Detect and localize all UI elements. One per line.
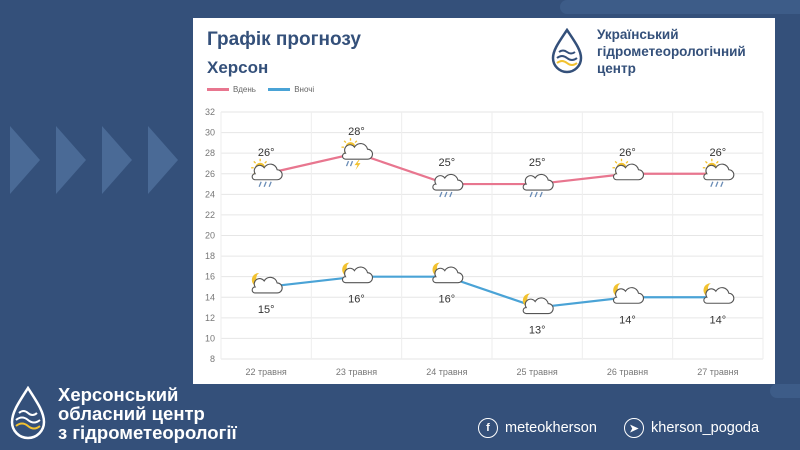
legend-swatch-day — [207, 88, 229, 91]
moon-cloud-icon — [703, 283, 735, 304]
legend-label-night: Вночі — [294, 85, 315, 94]
moon-cloud-icon — [342, 262, 373, 284]
moon-cloud-icon — [251, 272, 283, 294]
x-tick-label: 24 травня — [426, 367, 467, 377]
moon-cloud-icon — [522, 293, 554, 315]
data-label-day: 26° — [619, 147, 636, 159]
ugmc-name-line: Український — [597, 27, 679, 42]
y-tick-label: 14 — [205, 292, 215, 302]
moon-cloud-icon — [613, 283, 644, 304]
y-tick-label: 12 — [205, 313, 215, 323]
data-label-day: 25° — [529, 157, 546, 169]
sun-cloud-rain-icon — [702, 158, 735, 187]
forecast-chart: 8 10 12 14 16 18 20 22 24 26 28 30 32 22 травня 23 тра… — [205, 107, 764, 377]
data-label-day: 26° — [258, 147, 275, 159]
kherson-center-name: Херсонський обласний центр з гідрометеор… — [58, 385, 237, 442]
cloud-rain-icon — [432, 173, 464, 198]
y-tick-label: 26 — [205, 169, 215, 179]
x-tick-label: 25 травня — [517, 367, 558, 377]
data-label-night: 15° — [258, 304, 275, 316]
chevron-decor — [56, 126, 86, 194]
y-tick-label: 16 — [205, 272, 215, 282]
y-tick-label: 10 — [205, 333, 215, 343]
data-label-night: 13° — [529, 325, 546, 337]
cloud-rain-icon — [522, 173, 554, 198]
chevron-decor — [10, 126, 40, 194]
chevron-decor — [102, 126, 132, 194]
y-tick-label: 24 — [205, 189, 215, 199]
chevron-decor — [148, 126, 178, 194]
y-tick-label: 30 — [205, 128, 215, 138]
y-tick-label: 22 — [205, 210, 215, 220]
ugmc-name-line: центр — [597, 61, 636, 76]
x-tick-label: 27 травня — [697, 367, 738, 377]
sun-cloud-rain-icon — [251, 158, 283, 187]
y-tick-label: 18 — [205, 251, 215, 261]
sun-cloud-icon — [612, 158, 644, 181]
data-label-night: 16° — [348, 294, 365, 306]
y-tick-label: 28 — [205, 148, 215, 158]
legend-swatch-night — [268, 88, 291, 91]
kherson-center-logo-icon — [10, 386, 46, 440]
sun-cloud-thunder-icon — [341, 138, 373, 171]
data-label-night: 16° — [439, 294, 456, 306]
x-tick-label: 23 травня — [336, 367, 377, 377]
facebook-handle: meteokherson — [505, 420, 597, 436]
x-tick-label: 26 травня — [607, 367, 648, 377]
x-tick-label: 22 травня — [246, 367, 287, 377]
facebook-link[interactable]: f meteokherson — [478, 418, 597, 438]
forecast-card: Графік прогнозу Херсон Український гідро… — [193, 18, 775, 384]
kherson-center-name-line: обласний центр — [58, 403, 205, 424]
data-label-night: 14° — [619, 314, 636, 326]
telegram-icon: ➤ — [624, 418, 644, 438]
chart-title: Графік прогнозу — [207, 29, 361, 50]
y-tick-label: 8 — [210, 354, 215, 364]
kherson-center-name-line: з гідрометеорології — [58, 422, 237, 443]
data-label-day: 25° — [439, 157, 456, 169]
moon-cloud-icon — [432, 262, 464, 284]
data-label-night: 14° — [710, 314, 727, 326]
legend-label-day: Вдень — [233, 85, 256, 94]
y-tick-label: 20 — [205, 231, 215, 241]
ugmc-logo-icon — [551, 28, 583, 74]
legend-item-night: Вночі — [268, 85, 314, 94]
data-label-day: 26° — [710, 147, 727, 159]
kherson-center-name-line: Херсонський — [58, 384, 179, 405]
y-tick-label: 32 — [205, 107, 215, 117]
chart-legend: Вдень Вночі — [207, 84, 324, 94]
telegram-handle: kherson_pogoda — [651, 420, 760, 436]
city-name: Херсон — [207, 58, 269, 77]
decor-stripe — [560, 0, 800, 14]
legend-item-day: Вдень — [207, 85, 256, 94]
decor-stripe — [770, 384, 800, 398]
facebook-icon: f — [478, 418, 498, 438]
ugmc-name-line: гідрометеорологічний — [597, 44, 746, 59]
ugmc-name: Український гідрометеорологічний центр — [597, 26, 772, 77]
data-label-day: 28° — [348, 126, 365, 138]
telegram-link[interactable]: ➤ kherson_pogoda — [624, 418, 759, 438]
